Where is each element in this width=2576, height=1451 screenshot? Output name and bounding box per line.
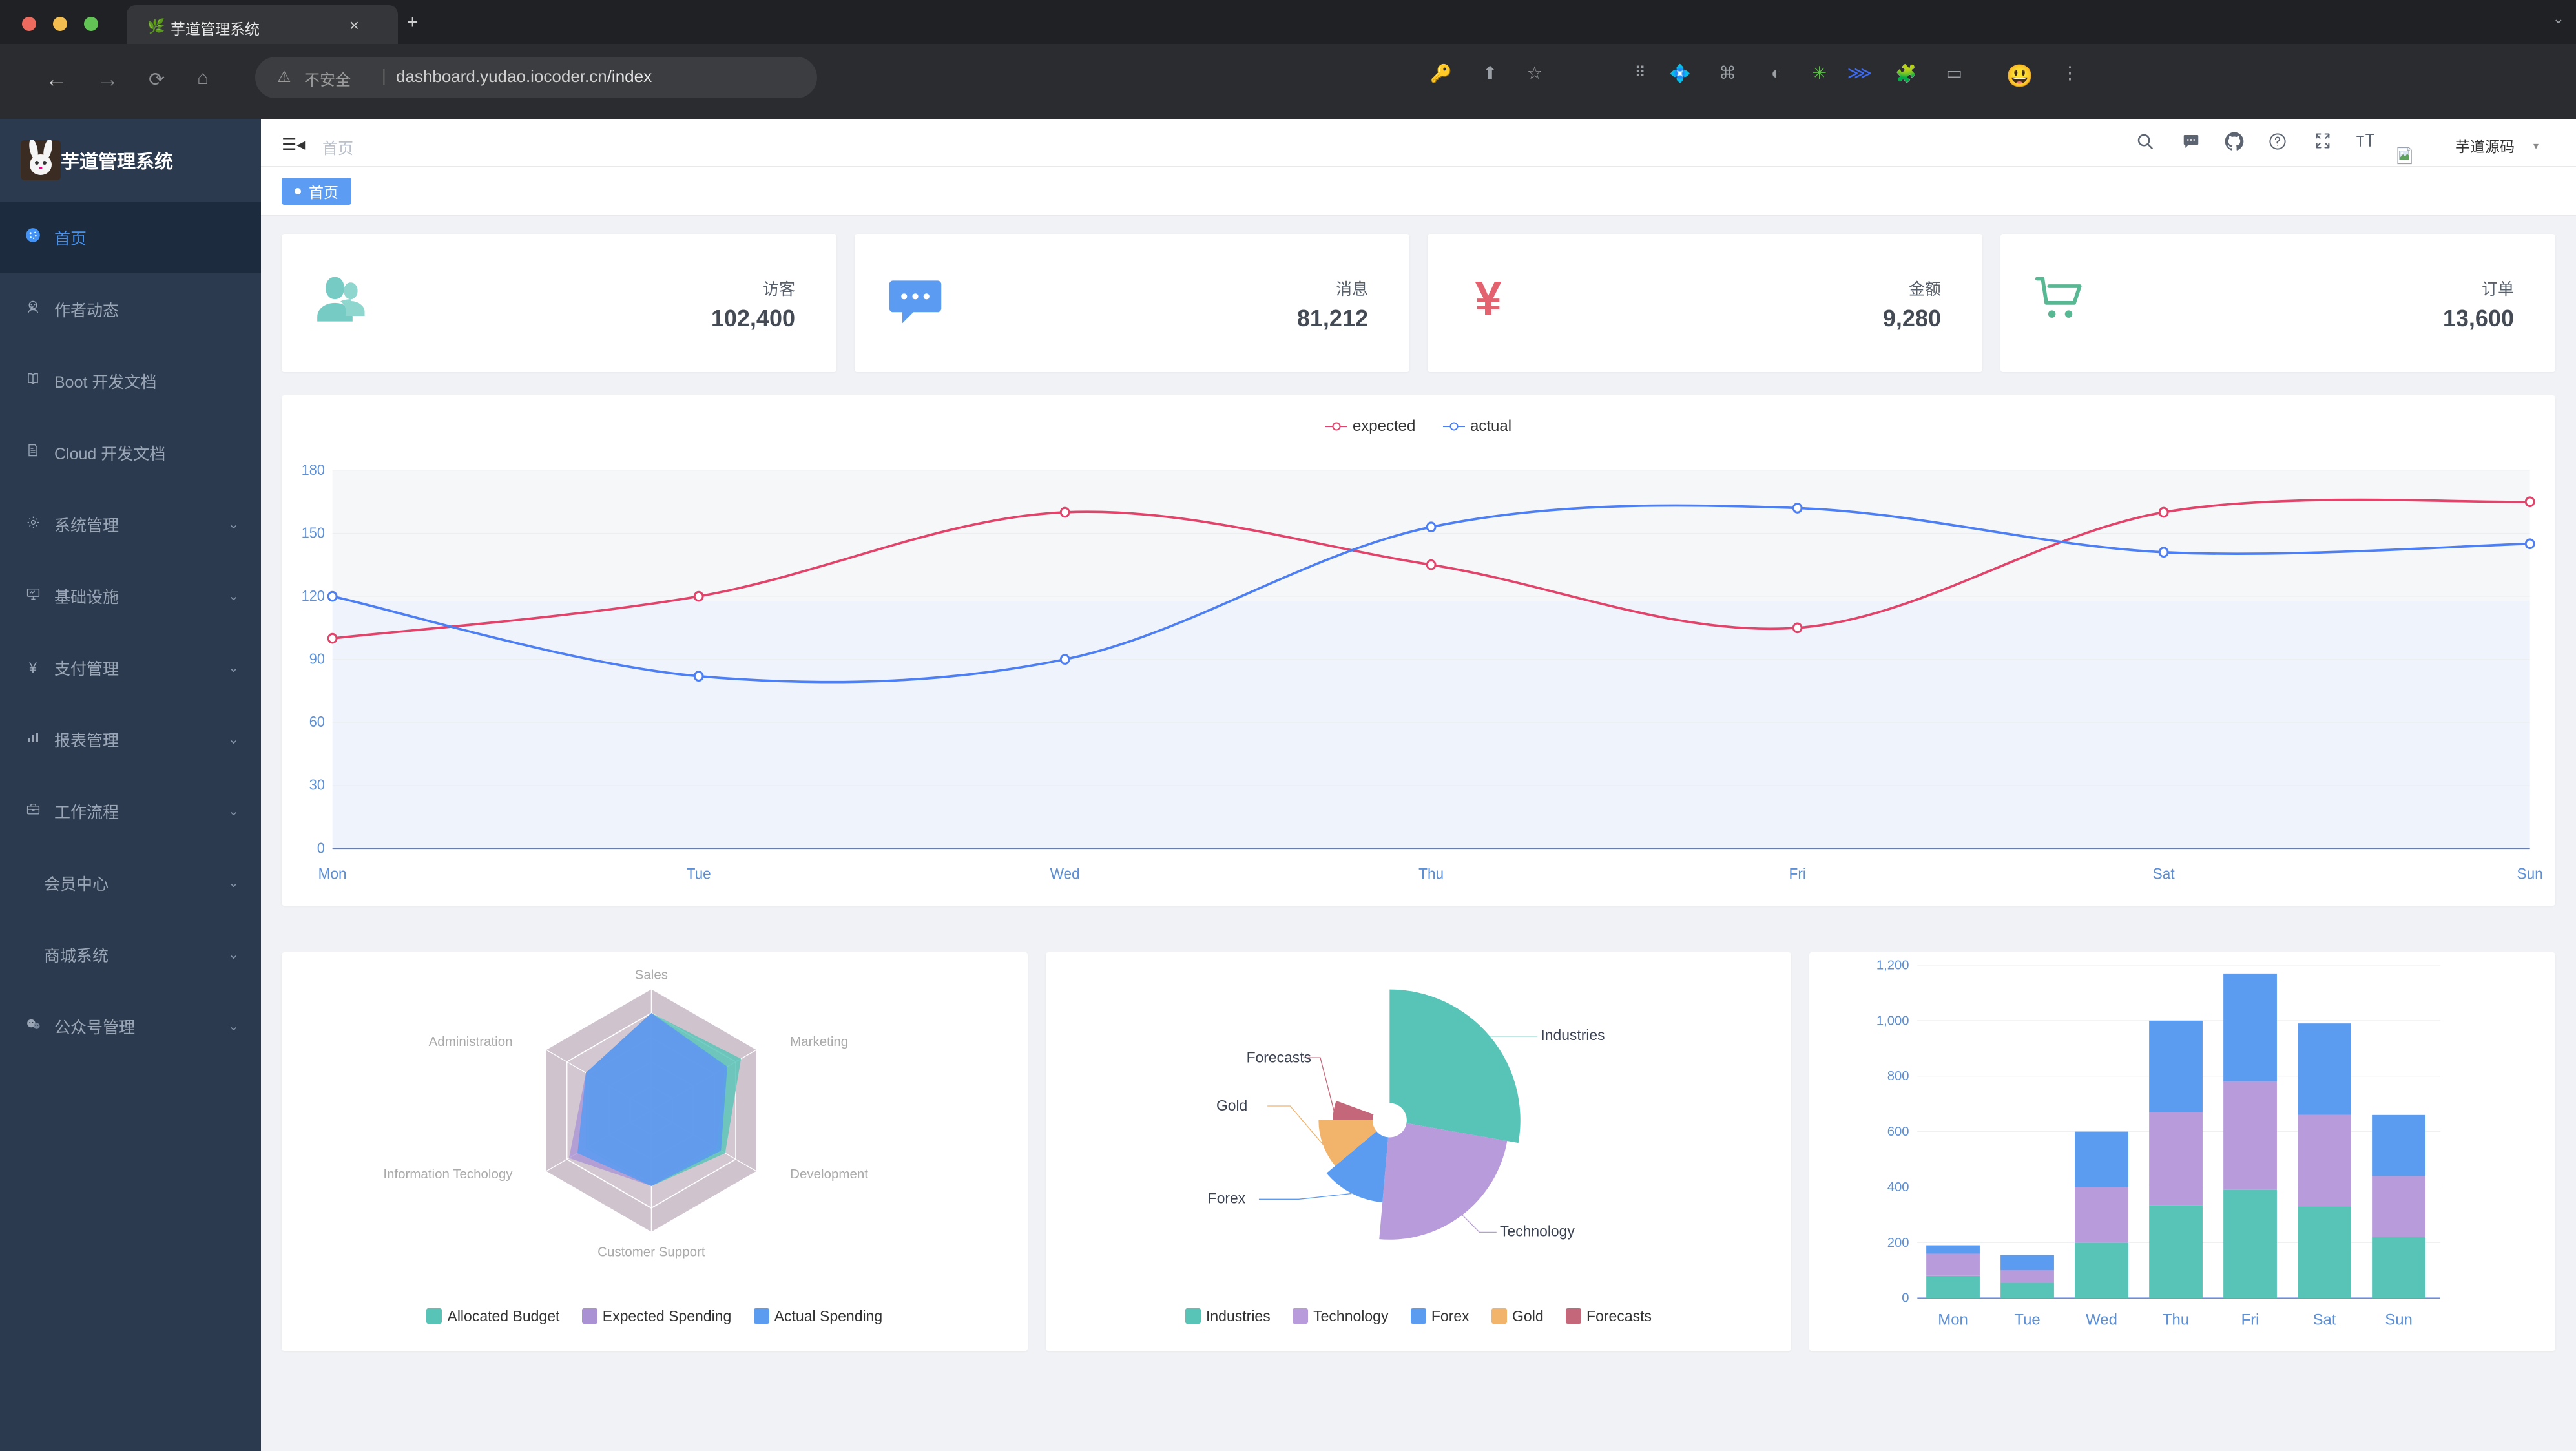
svg-text:Customer Support: Customer Support	[597, 1245, 705, 1260]
svg-text:Marketing: Marketing	[790, 1034, 848, 1049]
svg-text:90: 90	[309, 651, 325, 667]
svg-text:Sat: Sat	[2153, 865, 2175, 882]
svg-text:1,200: 1,200	[1876, 958, 1909, 972]
svg-text:60: 60	[309, 714, 325, 731]
svg-text:Fri: Fri	[2241, 1311, 2259, 1329]
svg-text:Sales: Sales	[635, 968, 668, 983]
svg-text:Sat: Sat	[2313, 1311, 2336, 1329]
svg-text:800: 800	[1887, 1069, 1909, 1083]
svg-text:0: 0	[317, 840, 325, 857]
svg-text:30: 30	[309, 777, 325, 793]
svg-text:Tue: Tue	[687, 865, 711, 882]
svg-text:120: 120	[302, 587, 325, 604]
svg-text:400: 400	[1887, 1180, 1909, 1195]
svg-text:Mon: Mon	[318, 865, 347, 882]
svg-text:Fri: Fri	[1789, 865, 1806, 882]
svg-text:0: 0	[1902, 1291, 1909, 1306]
svg-text:600: 600	[1887, 1125, 1909, 1139]
svg-text:¥: ¥	[1475, 271, 1502, 326]
svg-text:Tue: Tue	[2015, 1311, 2041, 1329]
svg-text:Mon: Mon	[1938, 1311, 1969, 1329]
svg-text:Sun: Sun	[2385, 1311, 2413, 1329]
svg-text:Forex: Forex	[1207, 1189, 1245, 1206]
svg-text:Gold: Gold	[1216, 1097, 1247, 1114]
svg-text:Forecasts: Forecasts	[1246, 1049, 1311, 1065]
svg-text:Technology: Technology	[1500, 1223, 1575, 1240]
svg-text:Information Techology: Information Techology	[383, 1167, 513, 1182]
svg-text:180: 180	[302, 461, 325, 478]
svg-text:Thu: Thu	[1418, 865, 1444, 882]
svg-text:Industries: Industries	[1541, 1027, 1605, 1043]
svg-text:150: 150	[302, 525, 325, 541]
svg-text:Wed: Wed	[2086, 1311, 2118, 1329]
svg-text:Wed: Wed	[1050, 865, 1080, 882]
svg-text:Sun: Sun	[2517, 865, 2543, 882]
svg-text:Development: Development	[790, 1167, 868, 1182]
svg-text:Thu: Thu	[2163, 1311, 2189, 1329]
svg-text:1,000: 1,000	[1876, 1014, 1909, 1028]
svg-text:Administration: Administration	[429, 1034, 513, 1049]
svg-text:200: 200	[1887, 1236, 1909, 1250]
